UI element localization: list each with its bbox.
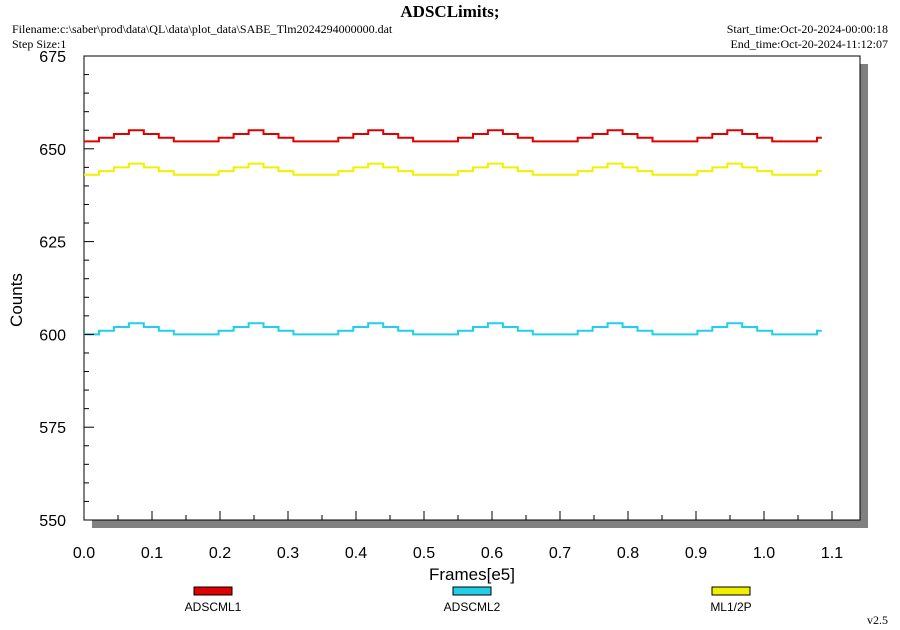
chart-title: ADSCLimits;	[400, 2, 500, 21]
legend-label: ML1/2P	[710, 600, 751, 614]
x-tick-label: 0.4	[345, 545, 367, 562]
y-tick-label: 550	[39, 513, 66, 530]
x-tick-label: 0.7	[549, 545, 571, 562]
x-tick-label: 0.1	[141, 545, 163, 562]
legend-swatch	[711, 586, 751, 596]
y-tick-label: 625	[39, 235, 66, 252]
y-tick-label: 600	[39, 327, 66, 344]
x-tick-label: 0.6	[481, 545, 503, 562]
axes-layer: 550 575 600 625 650 675 0.0 0.1 0.2 0.3 0.4 0.5 0.6 0…	[39, 49, 843, 562]
step-size-label: Step Size:1	[12, 37, 67, 51]
y-tick-label: 650	[39, 142, 66, 159]
series-line-adscml2	[84, 322, 822, 336]
start-time-label: Start_time:Oct-20-2024-00:00:18	[726, 22, 888, 36]
legend-label: ADSCML2	[444, 600, 501, 614]
x-tick-label: 0.2	[209, 545, 231, 562]
x-tick-label: 0.9	[685, 545, 707, 562]
legend-swatch	[452, 586, 492, 596]
x-tick-label: 0.0	[73, 545, 95, 562]
series-line-ml1-2p	[84, 162, 822, 176]
x-tick-label: 0.3	[277, 545, 299, 562]
x-tick-label: 0.8	[617, 545, 639, 562]
series-line-adscml1	[84, 129, 822, 143]
legend: ADSCML1 ADSCML2 ML1/2P	[185, 586, 752, 614]
x-tick-label: 0.5	[413, 545, 435, 562]
y-tick-label: 575	[39, 420, 66, 437]
x-tick-label: 1.1	[821, 545, 843, 562]
series-layer	[84, 129, 822, 336]
x-tick-label: 1.0	[753, 545, 775, 562]
y-tick-label: 675	[39, 49, 66, 66]
y-axis-label: Counts	[7, 273, 26, 327]
plot-area	[83, 55, 861, 521]
version-label: v2.5	[867, 613, 888, 627]
legend-swatch	[193, 586, 233, 596]
x-axis-label: Frames[e5]	[429, 565, 515, 584]
filename-label: Filename:c:\saber\prod\data\QL\data\plot…	[12, 22, 393, 36]
legend-label: ADSCML1	[185, 600, 242, 614]
end-time-label: End_time:Oct-20-2024-11:12:07	[730, 37, 888, 51]
